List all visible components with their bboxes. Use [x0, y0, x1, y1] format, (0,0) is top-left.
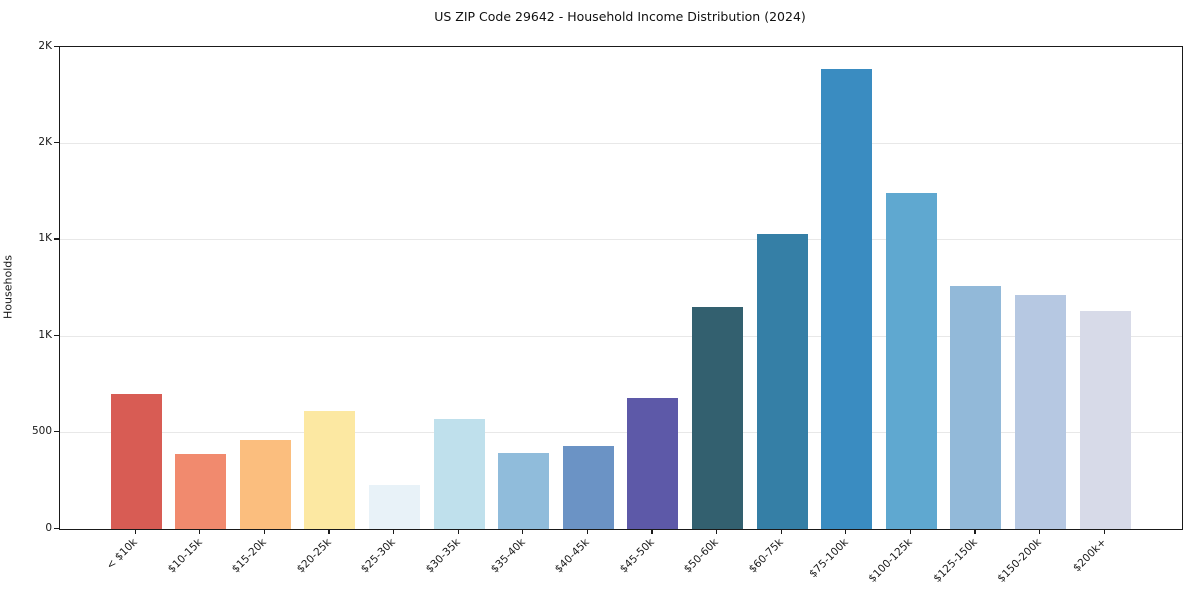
y-tick-label: 1K [38, 328, 52, 341]
bar [110, 394, 162, 529]
gridline [60, 432, 1182, 434]
x-tick-mark [263, 529, 265, 535]
bar [1079, 311, 1131, 529]
bar [1014, 294, 1066, 529]
x-tick-mark [715, 529, 718, 535]
x-tick-label: < $10k [104, 536, 140, 572]
plot-area [59, 46, 1183, 530]
bar [885, 192, 937, 529]
y-tick-label: 2K [38, 135, 52, 148]
x-tick-mark [328, 529, 330, 535]
bar [756, 234, 808, 529]
bar [562, 446, 614, 529]
bar [950, 286, 1002, 529]
x-tick-mark [134, 529, 136, 535]
y-tick-mark [54, 45, 59, 47]
bar [433, 419, 485, 529]
bar [498, 452, 550, 529]
y-tick-label: 500 [31, 425, 52, 438]
y-tick-label: 2K [38, 39, 52, 52]
x-tick-mark [199, 529, 201, 535]
gridline [60, 335, 1182, 337]
x-tick-mark [1038, 529, 1041, 535]
bar [627, 397, 679, 529]
bar [239, 440, 291, 529]
x-tick-mark [845, 529, 847, 535]
x-tick-mark [586, 529, 588, 535]
bar [368, 484, 420, 529]
y-tick-mark [54, 527, 59, 529]
y-axis-label: Households [1, 255, 15, 319]
y-tick-mark [54, 141, 59, 144]
y-tick-label: 1K [38, 232, 52, 245]
y-tick-mark [54, 238, 59, 240]
bar [304, 411, 356, 529]
bar [175, 453, 227, 529]
y-tick-mark [54, 431, 59, 433]
x-tick-mark [651, 529, 653, 535]
x-tick-mark [974, 529, 976, 535]
x-tick-mark [522, 529, 524, 535]
x-tick-mark [909, 529, 911, 535]
x-tick-mark [392, 529, 395, 535]
x-tick-mark [457, 529, 459, 535]
bar [691, 307, 743, 529]
gridline [60, 239, 1182, 241]
y-tick-mark [54, 334, 59, 336]
x-tick-mark [1103, 529, 1105, 535]
x-tick-mark [780, 529, 782, 535]
chart-title: US ZIP Code 29642 - Household Income Dis… [434, 9, 806, 24]
gridline [60, 142, 1182, 144]
y-tick-label: 0 [45, 521, 52, 534]
bar [821, 69, 873, 529]
